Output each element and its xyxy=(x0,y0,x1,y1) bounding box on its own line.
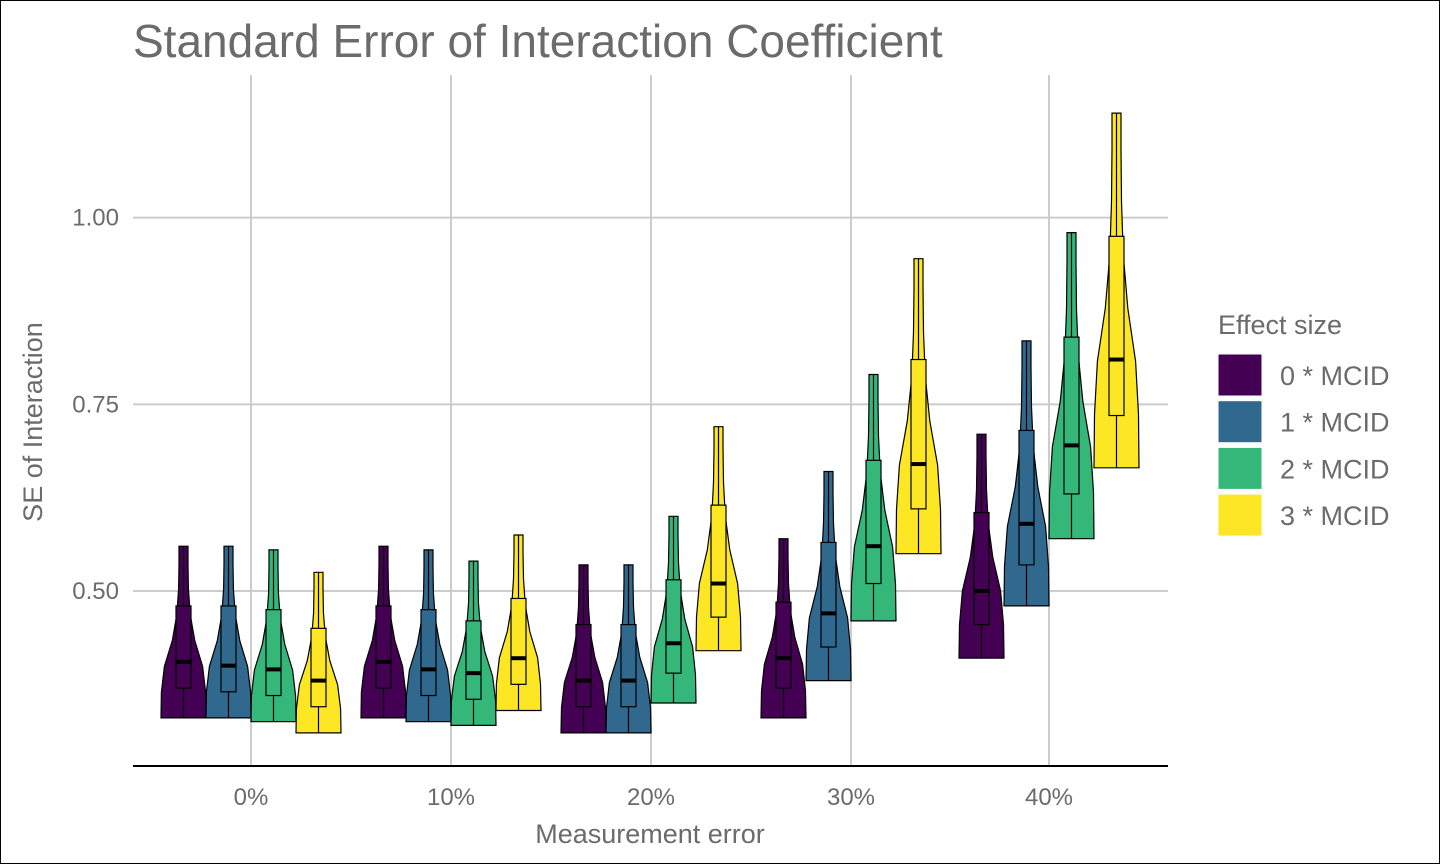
violin-box xyxy=(510,597,527,685)
violin-box xyxy=(665,579,682,674)
violin-box xyxy=(820,541,837,648)
violin-3-2 xyxy=(695,426,742,652)
legend-label: 0 * MCID xyxy=(1280,361,1390,391)
x-tick-label: 30% xyxy=(827,784,875,811)
violin-box xyxy=(1018,429,1035,566)
violin-2-4 xyxy=(1048,232,1095,540)
violin-box xyxy=(575,624,592,708)
violin-box xyxy=(265,609,282,697)
violin-box xyxy=(1108,235,1125,417)
x-tick-label: 10% xyxy=(427,784,475,811)
violin-2-1 xyxy=(450,560,497,727)
violin-box xyxy=(865,459,882,585)
legend-label: 2 * MCID xyxy=(1280,454,1390,484)
legend-swatch xyxy=(1217,446,1263,490)
grid-lines xyxy=(133,75,1168,766)
violin-box xyxy=(375,605,392,689)
x-axis-title: Measurement error xyxy=(535,819,765,849)
violin-0-3 xyxy=(760,538,807,719)
violin-3-1 xyxy=(495,534,542,712)
violin-box xyxy=(973,511,990,626)
legend-swatch xyxy=(1217,493,1263,537)
violin-2-2 xyxy=(650,515,697,704)
chart-title: Standard Error of Interaction Coefficien… xyxy=(133,15,943,67)
violin-box xyxy=(465,620,482,700)
x-tick-label: 40% xyxy=(1025,784,1073,811)
violin-0-0 xyxy=(160,545,207,719)
violin-2-0 xyxy=(250,549,297,723)
x-tick-label: 0% xyxy=(234,784,269,811)
violins xyxy=(160,112,1140,734)
y-tick-label: 1.00 xyxy=(72,205,119,232)
violin-box xyxy=(175,605,192,689)
violin-0-4 xyxy=(958,433,1005,659)
violin-1-1 xyxy=(405,549,452,723)
violin-1-0 xyxy=(205,545,252,719)
x-tick-labels: 0% 10% 20% 30% 40% xyxy=(234,784,1073,811)
legend-swatch xyxy=(1217,353,1263,397)
legend-title: Effect size xyxy=(1218,310,1342,340)
y-axis-title: SE of Interaction xyxy=(18,322,48,522)
violin-3-0 xyxy=(295,571,342,734)
violin-3-3 xyxy=(895,258,942,555)
violin-2-3 xyxy=(850,373,897,622)
violin-0-1 xyxy=(360,545,407,719)
violin-0-2 xyxy=(560,564,607,734)
y-tick-labels: 0.50 0.75 1.00 xyxy=(72,205,119,605)
violin-box xyxy=(1063,336,1080,495)
violin-3-4 xyxy=(1093,112,1140,469)
violin-box xyxy=(710,504,727,618)
violin-box xyxy=(220,605,237,693)
legend-swatch xyxy=(1217,400,1263,444)
y-tick-label: 0.50 xyxy=(72,578,119,605)
violin-1-4 xyxy=(1003,340,1050,607)
violin-box xyxy=(310,627,327,708)
violin-1-3 xyxy=(805,470,852,682)
legend-label: 3 * MCID xyxy=(1280,501,1390,531)
violin-box xyxy=(775,601,792,689)
violin-box xyxy=(420,609,437,697)
legend-label: 1 * MCID xyxy=(1280,408,1390,438)
violin-box xyxy=(910,358,927,510)
x-tick-label: 20% xyxy=(627,784,675,811)
y-tick-label: 0.75 xyxy=(72,391,119,418)
violin-1-2 xyxy=(605,564,652,734)
legend: Effect size 0 * MCID 1 * MCID 2 * MCID 3 * … xyxy=(1217,310,1390,537)
violin-box xyxy=(620,624,637,708)
